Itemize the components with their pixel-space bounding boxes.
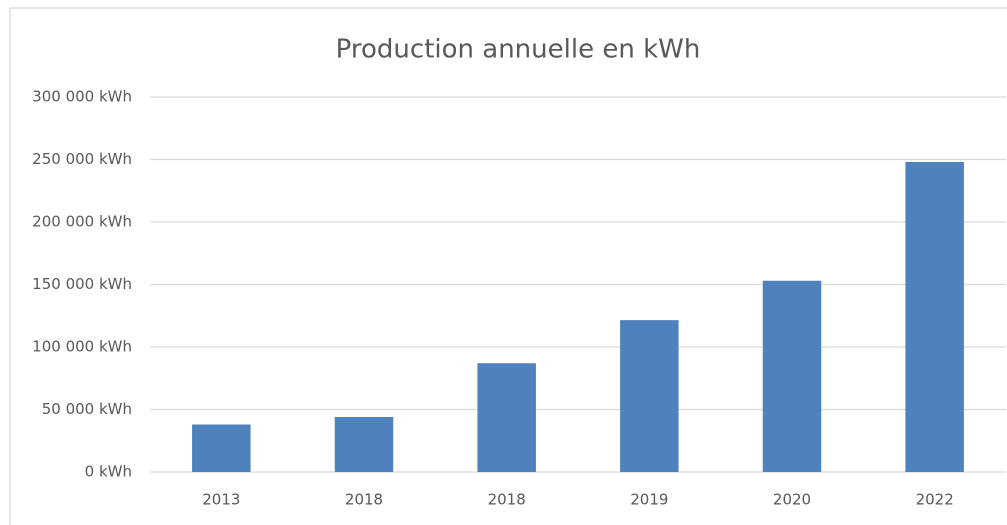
bar: [192, 424, 251, 472]
x-tick-label: 2018: [345, 491, 383, 509]
y-tick-label: 250 000 kWh: [32, 150, 132, 168]
y-tick-label: 0 kWh: [85, 463, 132, 481]
bar: [620, 320, 679, 472]
y-tick-label: 100 000 kWh: [32, 338, 132, 356]
bar: [477, 363, 536, 472]
chart-frame: [9, 7, 1007, 525]
y-tick-label: 200 000 kWh: [32, 213, 132, 231]
x-tick-label: 2020: [773, 491, 811, 509]
y-tick-label: 50 000 kWh: [42, 400, 132, 418]
x-tick-label: 2013: [202, 491, 240, 509]
chart-title: Production annuelle en kWh: [336, 35, 701, 65]
x-tick-label: 2018: [488, 491, 526, 509]
bar: [334, 417, 394, 472]
bar: [905, 162, 964, 472]
bar: [762, 280, 822, 472]
x-tick-label: 2022: [916, 491, 954, 509]
y-tick-label: 150 000 kWh: [32, 275, 132, 293]
y-tick-label: 300 000 kWh: [32, 88, 132, 106]
x-tick-label: 2019: [630, 491, 668, 509]
